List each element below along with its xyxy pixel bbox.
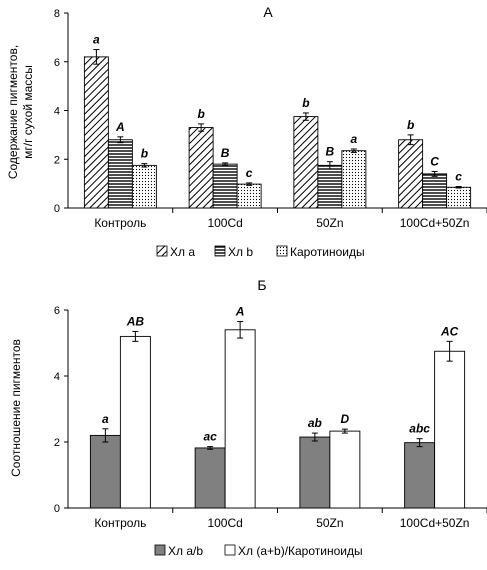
bar [119,335,151,509]
bar [299,436,331,509]
x-tick-label: 100Cd [207,516,242,530]
bar [131,164,157,209]
legend: Хл a/b Хл (a+b)/Каротиноиды [154,544,363,558]
x-axis: Контроль 100Cd 50Zn 100Cd+50Zn [94,508,487,530]
legend-swatch-ratio-ab [154,544,166,556]
x-tick-label: Контроль [94,516,146,530]
data-label: C [430,154,439,168]
x-tick-label: 100Cd+50Zn [400,216,470,230]
chart-title: А [263,4,273,20]
legend-label: Хл a/b [168,544,203,558]
bar [293,116,319,209]
x-tick-label: 100Cd [207,216,242,230]
data-label: ab [308,416,322,430]
x-tick-label: Контроль [94,216,146,230]
y-tick-label: 4 [54,106,60,118]
data-label: a [102,412,109,426]
legend-swatch-chl-a [156,245,168,257]
data-label: a [351,132,358,146]
y-axis-label-line-2: мг/г сухой массы [21,65,35,159]
legend-swatch-carotenoids [276,245,288,257]
legend-label: Хл b [228,245,253,259]
data-label: B [221,146,230,160]
bar [188,127,214,209]
bar-group: a Ab b Bc b Ba b Cc [83,33,472,209]
legend-swatch-chl-b [214,245,226,257]
bar [194,447,226,509]
y-tick-label: 2 [54,437,60,449]
x-tick-label: 50Zn [316,216,343,230]
data-label: AC [440,324,459,338]
data-label: ac [203,430,217,444]
legend-label: Каротиноиды [290,245,365,259]
y-tick-label: 6 [54,57,60,69]
bar [404,442,436,509]
x-tick-label: 100Cd+50Zn [400,516,470,530]
data-label: A [235,305,245,319]
data-label: b [407,118,414,132]
legend-swatch-ratio-total-car [224,544,236,556]
data-label: D [341,412,350,426]
bar [83,56,109,209]
data-label: B [326,145,335,159]
y-tick-label: 0 [54,203,60,215]
bar [329,430,361,509]
bar [89,434,121,509]
bar [224,329,256,509]
bar [107,139,133,209]
chart-panel-a: А Содержание пигментов, мг/г сухой массы… [6,4,487,259]
bar [422,173,448,209]
chart-title: Б [257,277,266,293]
chart-panel-b: Б Соотношение пигментов 0 2 4 6 a AB ac Aab Dab… [9,277,487,558]
bar [212,163,238,209]
legend-label: Хл (a+b)/Каротиноиды [238,544,363,558]
y-tick-label: 6 [54,305,60,317]
data-label: A [115,120,125,134]
y-axis-label: Соотношение пигментов [9,339,23,477]
y-tick-label: 0 [54,503,60,515]
y-axis-label-line-1: Содержание пигментов, [6,45,20,179]
legend: Хл a Хл b Каротиноиды [156,245,365,259]
data-label: abc [409,422,430,436]
data-label: b [302,96,309,110]
bar [236,183,262,209]
data-label: b [197,107,204,121]
data-label: AB [126,314,145,328]
x-tick-label: 50Zn [316,516,343,530]
bar [434,350,466,509]
data-label: a [93,33,100,47]
y-tick-label: 2 [54,154,60,166]
bar [398,139,424,209]
data-label: b [141,147,148,161]
bar [341,150,367,209]
data-label: c [455,170,462,184]
legend-label: Хл a [170,245,195,259]
data-label: c [246,166,253,180]
y-tick-label: 4 [54,371,60,383]
bar [317,164,343,209]
bar [446,186,472,209]
x-axis: Контроль 100Cd 50Zn 100Cd+50Zn [94,208,487,230]
y-tick-label: 8 [54,8,60,20]
